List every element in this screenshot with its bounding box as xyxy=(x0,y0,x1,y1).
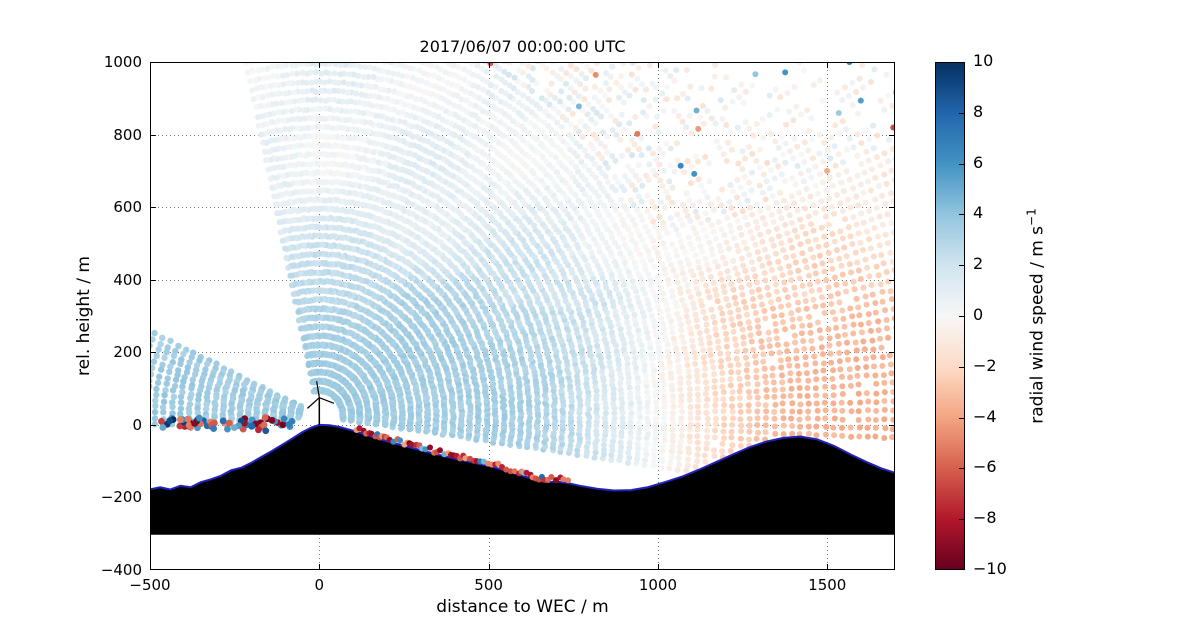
plot-title: 2017/06/07 00:00:00 UTC xyxy=(419,37,626,56)
colorbar-label-text: radial wind speed / m s xyxy=(1027,225,1048,424)
colorbar-tick-label: −6 xyxy=(973,457,997,477)
x-axis-label: distance to WEC / m xyxy=(436,597,609,617)
colorbar-label: radial wind speed / m s−1 xyxy=(1025,208,1048,423)
colorbar-tick-label: −8 xyxy=(973,508,997,528)
colorbar-label-exponent: −1 xyxy=(1024,208,1039,226)
colorbar-tick-label: 6 xyxy=(973,152,984,172)
colorbar-tick-label: 2 xyxy=(973,254,984,274)
y-tick-label: −200 xyxy=(100,488,142,507)
colorbar-tick-label: 10 xyxy=(973,51,994,70)
x-tick-label: −500 xyxy=(129,576,171,594)
y-tick-label: 400 xyxy=(113,270,142,289)
y-tick-label: 0 xyxy=(132,415,142,434)
x-tick-label: 0 xyxy=(314,576,325,594)
y-tick-label: 200 xyxy=(113,343,142,362)
colorbar xyxy=(935,62,965,570)
colorbar-tick-label: −2 xyxy=(973,355,997,375)
colorbar-tick-label: 4 xyxy=(973,203,984,223)
plot-canvas xyxy=(150,62,895,570)
y-tick-label: −400 xyxy=(100,561,142,579)
colorbar-tick-label: 0 xyxy=(973,305,984,324)
x-tick-label: 1000 xyxy=(638,576,678,594)
x-tick-label: 1500 xyxy=(808,576,847,594)
colorbar-tick-label: −4 xyxy=(973,406,997,426)
colorbar-tick-label: 8 xyxy=(973,101,984,121)
x-tick-label: 500 xyxy=(474,576,503,594)
y-tick-label: 600 xyxy=(113,198,142,217)
y-tick-label: 1000 xyxy=(103,53,142,71)
colorbar-tick-label: −10 xyxy=(973,559,1007,578)
y-tick-label: 800 xyxy=(113,125,142,144)
